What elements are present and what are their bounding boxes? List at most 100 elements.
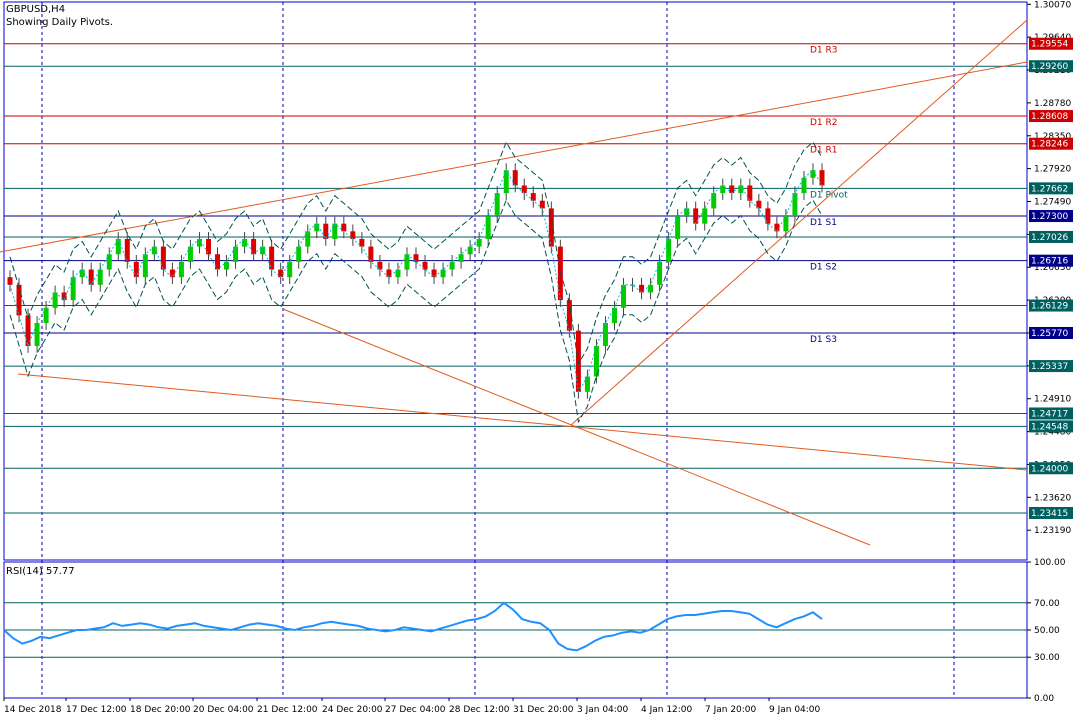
candle-body — [260, 246, 266, 255]
candle-body — [458, 254, 464, 262]
candle-body — [684, 208, 690, 217]
candle-body — [142, 254, 148, 278]
price-panel-frame — [3, 1, 1028, 561]
rsi-tick-label: 30.00 — [1034, 653, 1060, 663]
price-tag-text: 1.24548 — [1031, 422, 1068, 432]
price-tick-label: 1.23620 — [1034, 493, 1071, 503]
candle-body — [115, 238, 121, 255]
candle-body — [440, 269, 446, 278]
candle-body — [801, 177, 807, 194]
candle-body — [368, 246, 374, 262]
x-tick-label: 31 Dec 20:00 — [513, 705, 574, 715]
candle-body — [693, 208, 699, 224]
trend-line — [570, 19, 1028, 426]
x-tick-label: 18 Dec 20:00 — [130, 705, 191, 715]
x-tick-label: 17 Dec 12:00 — [66, 705, 127, 715]
candle-body — [648, 284, 654, 293]
candle-body — [675, 216, 681, 239]
candle-body — [61, 292, 67, 301]
candle-body — [97, 269, 103, 285]
candle-body — [332, 223, 338, 239]
price-tag-text: 1.26716 — [1031, 257, 1068, 267]
candle-body — [485, 216, 491, 239]
candle-body — [548, 208, 554, 247]
candle-body — [467, 246, 473, 255]
price-tag-box — [1029, 210, 1073, 223]
candle-body — [729, 185, 735, 194]
candle-body — [169, 269, 175, 278]
price-tag-text: 1.24000 — [1031, 464, 1068, 474]
rsi-tick-label: 50.00 — [1034, 626, 1060, 636]
candle-body — [106, 254, 112, 270]
price-tick-label: 1.27490 — [1034, 198, 1071, 208]
level-label: D1 S1 — [810, 218, 837, 228]
candle-body — [224, 261, 230, 270]
rsi-tick-label: 100.00 — [1034, 558, 1066, 568]
candle-body — [395, 269, 401, 278]
x-tick-label: 21 Dec 12:00 — [257, 705, 318, 715]
candle-body — [70, 277, 76, 301]
candle-body — [593, 345, 599, 377]
x-tick-label: 14 Dec 2018 — [4, 705, 62, 715]
candle-body — [377, 261, 383, 270]
price-tag-text: 1.25337 — [1031, 362, 1068, 372]
candle-body — [774, 223, 780, 232]
price-tag-text: 1.23415 — [1031, 509, 1068, 519]
candle-body — [25, 315, 31, 346]
candle-body — [251, 238, 257, 255]
price-tag-box — [1029, 420, 1073, 433]
candle-body — [756, 200, 762, 209]
candle-body — [242, 238, 248, 247]
price-tag-text: 1.29554 — [1031, 40, 1068, 50]
candle-body — [43, 307, 49, 324]
candle-body — [431, 269, 437, 278]
trend-line — [282, 308, 871, 546]
candle-body — [287, 261, 293, 278]
candle-body — [196, 238, 202, 247]
candle-body — [584, 376, 590, 392]
price-tick-label: 1.27920 — [1034, 165, 1071, 175]
price-tick-label: 1.24480 — [1034, 428, 1071, 438]
price-tag-box — [1029, 37, 1073, 50]
chart-symbol-title: GBPUSD,H4 — [6, 4, 66, 15]
candle-body — [711, 193, 717, 209]
candle-body — [278, 269, 284, 278]
candle-body — [359, 238, 365, 247]
lower-band — [9, 199, 823, 424]
candle-body — [314, 223, 320, 232]
price-tag-box — [1029, 299, 1073, 312]
upper-band — [9, 141, 823, 366]
price-tag-box — [1029, 506, 1073, 519]
price-tick-label: 1.26630 — [1034, 263, 1071, 273]
candle-body — [269, 246, 275, 270]
price-tick-label: 1.30070 — [1034, 0, 1071, 10]
x-tick-label: 3 Jan 04:00 — [577, 705, 629, 715]
price-tag-text: 1.24717 — [1031, 409, 1068, 419]
x-tick-label: 24 Dec 20:00 — [322, 705, 383, 715]
candle-body — [720, 185, 726, 194]
price-tag-text: 1.27662 — [1031, 184, 1068, 194]
price-tag-box — [1029, 230, 1073, 243]
price-tag-box — [1029, 182, 1073, 195]
candle-body — [539, 200, 545, 209]
candle-body — [151, 246, 157, 255]
candle-body — [233, 246, 239, 262]
candle-body — [187, 246, 193, 262]
candle-body — [296, 246, 302, 262]
candle-body — [621, 284, 627, 308]
candle-body — [657, 261, 663, 285]
price-tag-text: 1.27300 — [1031, 212, 1068, 222]
candle-body — [305, 231, 311, 247]
price-tag-text: 1.25770 — [1031, 329, 1068, 339]
candle-body — [413, 254, 419, 262]
candle-body — [124, 238, 130, 262]
x-tick-label: 9 Jan 04:00 — [769, 705, 821, 715]
candle-body — [666, 238, 672, 262]
candle-body — [133, 261, 139, 278]
candle-body — [611, 307, 617, 324]
trend-line — [17, 373, 1028, 471]
x-tick-label: 20 Dec 04:00 — [193, 705, 254, 715]
candle-body — [747, 185, 753, 201]
candle-body — [323, 223, 329, 239]
